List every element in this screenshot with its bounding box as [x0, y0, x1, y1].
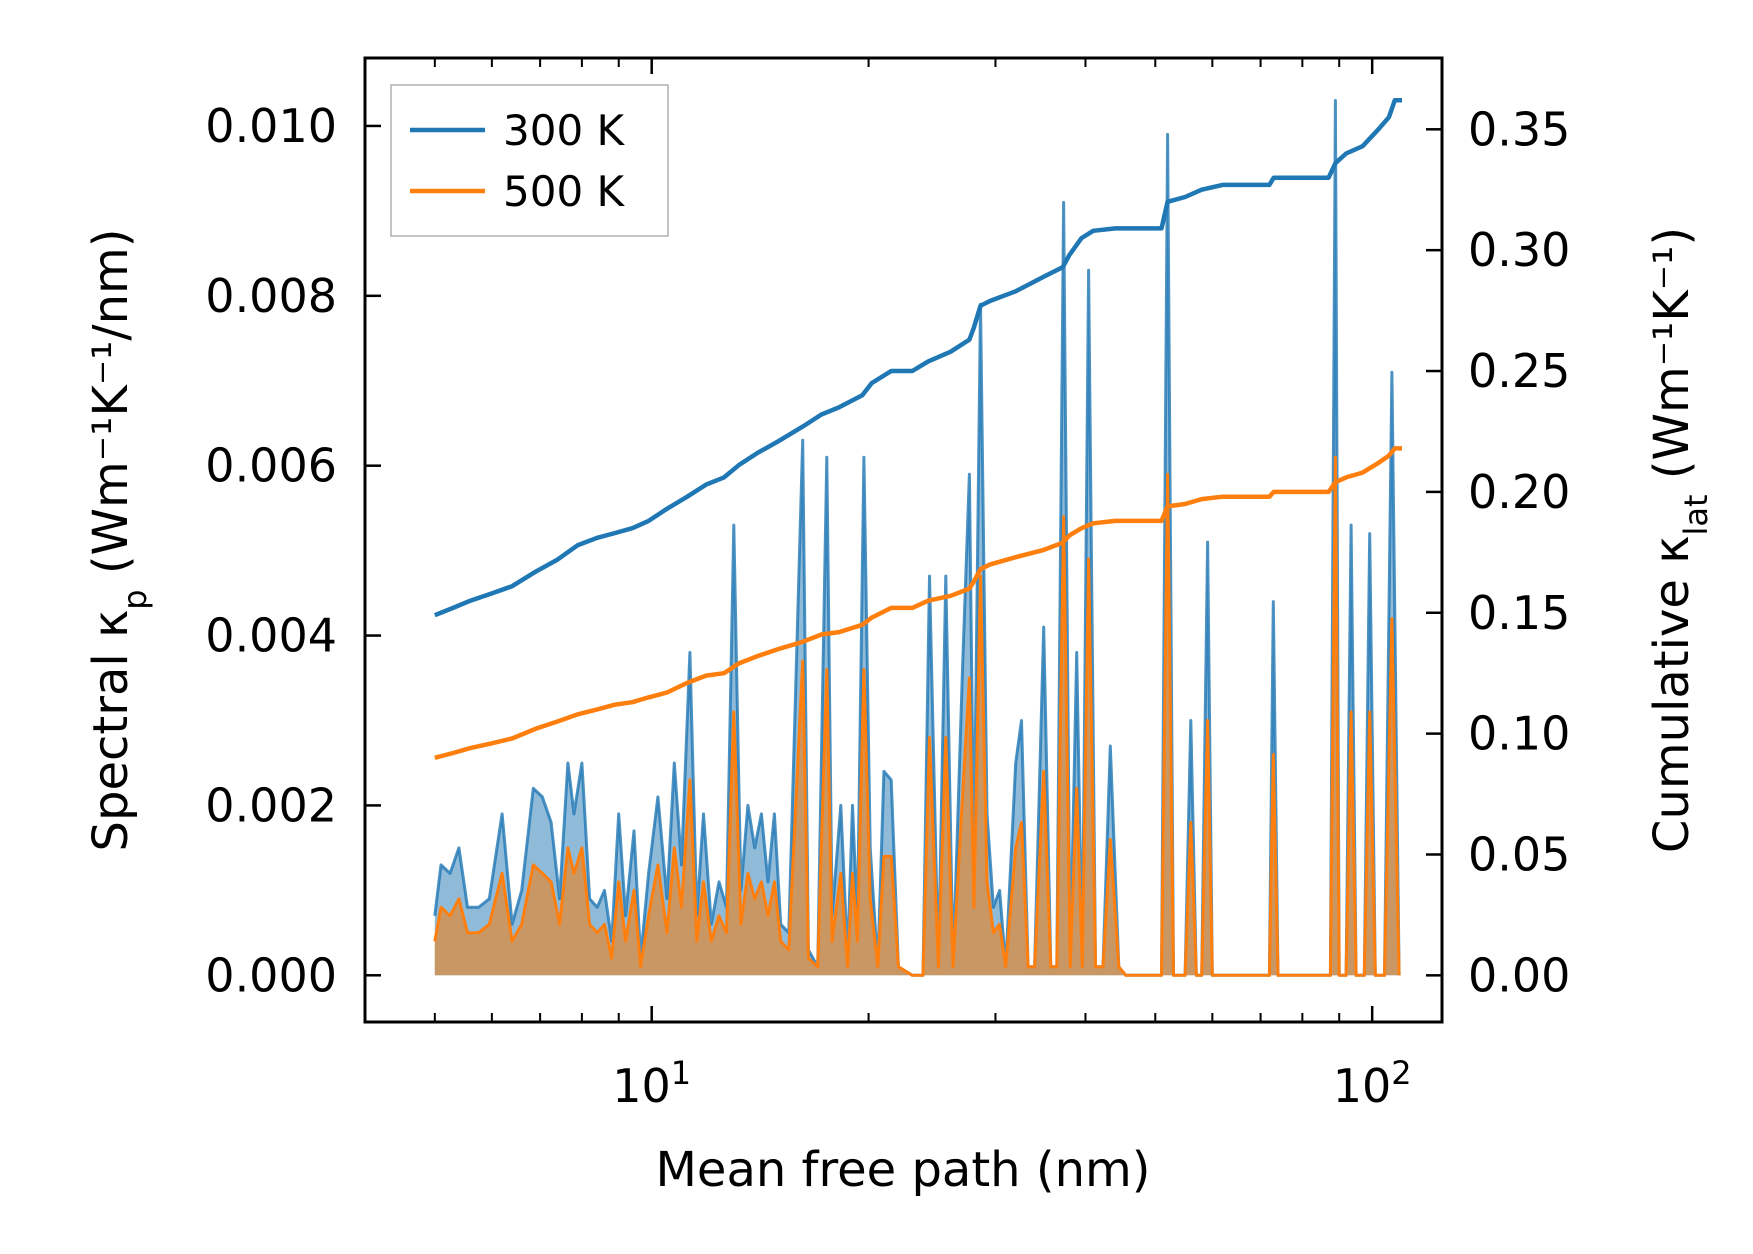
spectral-area-500K: [434, 457, 1400, 976]
y-left-label-unit: (Wm⁻¹K⁻¹/nm): [83, 229, 139, 590]
y-right-tick-label: 0.10: [1468, 707, 1570, 761]
y-left-label-prefix: Spectral κ: [83, 610, 139, 852]
x-tick-label-exponent: 2: [1391, 1054, 1411, 1092]
plot-frame: [363, 56, 1444, 1024]
y-right-tick-label: 0.05: [1468, 827, 1570, 881]
legend: 300 K 500 K: [390, 84, 669, 237]
x-tick-label-base: 10: [612, 1059, 671, 1113]
x-axis-label: Mean free path (nm): [656, 1142, 1151, 1198]
y-left-tick-label: 0.004: [205, 609, 337, 663]
y-left-tick-label: 0.008: [205, 269, 337, 323]
y-right-tick-label: 0.20: [1468, 465, 1570, 519]
y-right-label-unit: (Wm⁻¹K⁻¹): [1644, 227, 1700, 495]
spectral-line-500K: [433, 455, 1401, 977]
y-right-tick-label: 0.30: [1468, 223, 1570, 277]
y-axis-right-label: Cumulative κlat (Wm⁻¹K⁻¹): [1644, 227, 1715, 853]
cumulative-line-500K: [434, 446, 1402, 760]
y-left-tick-label: 0.002: [205, 778, 337, 832]
y-right-label-sub: lat: [1677, 495, 1715, 536]
y-left-label-sub: p: [116, 589, 154, 609]
legend-label-500K: 500 K: [503, 167, 626, 216]
y-right-tick-label: 0.35: [1468, 102, 1570, 156]
y-right-tick-label: 0.25: [1468, 344, 1570, 398]
axis-ticks: 0.000 0.002 0.004 0.006 0.008 0.010 0.00 0.05 0.…: [205, 58, 1570, 1113]
y-left-tick-label: 0.000: [205, 948, 337, 1002]
y-left-tick-label: 0.006: [205, 439, 337, 493]
y-right-label-prefix: Cumulative κ: [1644, 536, 1700, 854]
x-tick-label: 102: [1333, 1054, 1412, 1113]
x-tick-label-base: 10: [1333, 1059, 1392, 1113]
y-right-tick-label: 0.15: [1468, 586, 1570, 640]
plot-area: [433, 98, 1402, 977]
x-tick-label-exponent: 1: [671, 1054, 691, 1092]
y-right-tick-label: 0.00: [1468, 948, 1570, 1002]
legend-box: [390, 84, 669, 237]
legend-label-300K: 300 K: [503, 106, 626, 155]
cumulative-line-300K: [433, 98, 1402, 618]
x-tick-label: 101: [612, 1054, 691, 1113]
y-axis-left-label: Spectral κp (Wm⁻¹K⁻¹/nm): [83, 229, 154, 852]
y-left-tick-label: 0.010: [205, 99, 337, 153]
